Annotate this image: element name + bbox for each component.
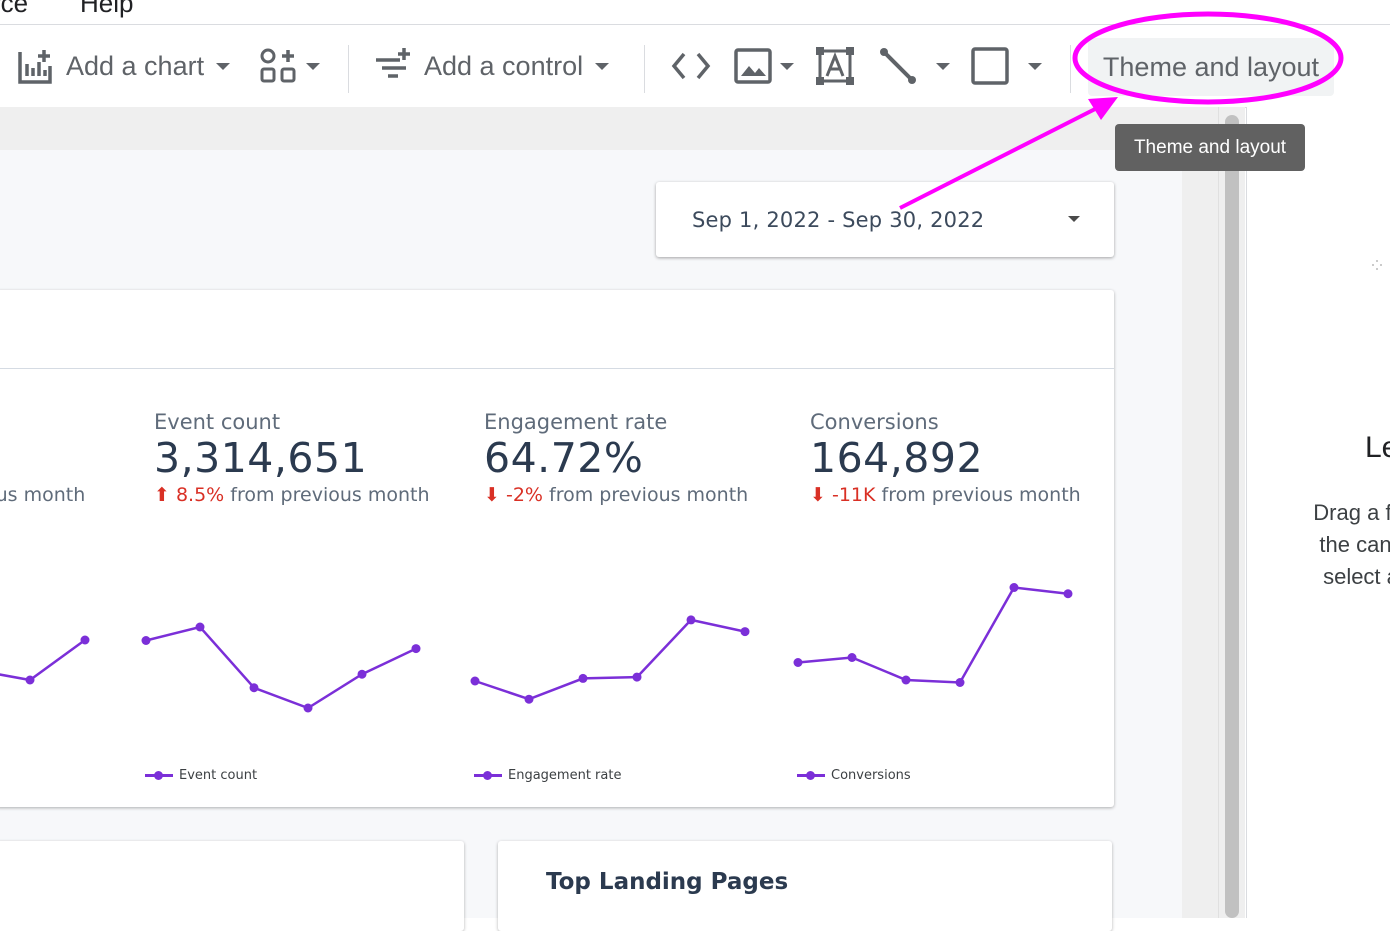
chevron-down-icon xyxy=(216,62,231,70)
date-range-value: Sep 1, 2022 - Sep 30, 2022 xyxy=(692,208,985,232)
metric-change-value: -2% xyxy=(505,484,543,506)
add-control-icon xyxy=(376,48,410,78)
legend-label: Engagement rate xyxy=(508,768,622,783)
metric-value: 3,314,651 xyxy=(154,434,368,482)
metric-change: ⬆ 8.5% from previous month xyxy=(154,484,430,506)
chart-legend: Event count xyxy=(145,768,257,783)
add-component-icon xyxy=(260,48,296,83)
metric-label: Event count xyxy=(154,410,281,434)
add-control-label: Add a control xyxy=(424,50,584,81)
properties-panel: Le Drag a fie the canv select a xyxy=(1246,107,1390,918)
card-title: Top Landing Pages xyxy=(546,869,789,895)
menu-bar: rce Help xyxy=(0,0,1390,24)
scrollbar-thumb[interactable] xyxy=(1225,115,1239,918)
metric-change-value: -11K xyxy=(831,484,876,506)
chevron-down-icon xyxy=(1068,216,1080,222)
add-chart-icon xyxy=(18,50,52,84)
menu-resource[interactable]: rce xyxy=(0,0,29,18)
add-control-button[interactable]: Add a control xyxy=(374,25,610,107)
chart-legend: Conversions xyxy=(797,768,911,783)
scorecard-panel[interactable]: ous month Event count 3,314,651 ⬆ 8.5% f… xyxy=(0,290,1114,807)
legend-swatch xyxy=(797,771,825,780)
toolbar-divider xyxy=(1070,45,1071,93)
metric-change-suffix: ous month xyxy=(0,484,86,506)
embed-code-button[interactable] xyxy=(670,25,712,107)
text-box-button[interactable] xyxy=(815,25,855,107)
arrow-up-icon: ⬆ xyxy=(154,484,170,506)
theme-and-layout-button[interactable]: Theme and layout xyxy=(1088,38,1334,96)
date-range-control[interactable]: Sep 1, 2022 - Sep 30, 2022 xyxy=(656,182,1114,257)
line-icon xyxy=(880,48,916,84)
card-divider xyxy=(0,368,1114,369)
top-landing-pages-card[interactable]: Top Landing Pages xyxy=(498,841,1112,931)
add-component-button[interactable] xyxy=(258,25,320,107)
toolbar: Add a chart Add a control xyxy=(0,24,1390,108)
add-chart-button[interactable]: Add a chart xyxy=(16,25,231,107)
panel-hint-line: the canv xyxy=(1319,532,1390,557)
metric-change: ⬇ -2% from previous month xyxy=(484,484,748,506)
code-icon xyxy=(671,52,711,80)
metric-label: Conversions xyxy=(810,410,939,434)
metric-change-suffix: from previous month xyxy=(230,484,430,506)
chart-legend: Engagement rate xyxy=(474,768,621,783)
chevron-down-icon xyxy=(595,62,610,70)
metric-change-suffix: from previous month xyxy=(881,484,1081,506)
panel-title: Le xyxy=(1365,431,1390,464)
chevron-down-icon xyxy=(1028,62,1042,70)
legend-swatch xyxy=(145,771,173,780)
panel-hint-line: select a xyxy=(1323,564,1390,589)
legend-label: Conversions xyxy=(831,768,911,783)
line-button[interactable] xyxy=(878,25,950,107)
shape-button[interactable] xyxy=(970,25,1042,107)
arrow-down-icon: ⬇ xyxy=(810,484,826,506)
image-icon xyxy=(734,48,772,84)
chevron-down-icon xyxy=(306,62,320,70)
add-chart-label: Add a chart xyxy=(66,50,205,81)
metric-value: 164,892 xyxy=(810,434,984,482)
metric-change-suffix: from previous month xyxy=(549,484,749,506)
bottom-left-card[interactable] xyxy=(0,841,464,931)
toolbar-divider xyxy=(644,45,645,93)
legend-swatch xyxy=(474,771,502,780)
metric-change: ous month xyxy=(0,484,85,506)
arrow-down-icon: ⬇ xyxy=(484,484,500,506)
legend-label: Event count xyxy=(179,768,258,783)
panel-hint-line: Drag a fie xyxy=(1313,500,1390,525)
rectangle-icon xyxy=(971,47,1009,85)
chevron-down-icon xyxy=(936,62,950,70)
text-box-icon xyxy=(816,47,854,85)
metric-value: 64.72% xyxy=(484,434,644,482)
chevron-down-icon xyxy=(780,62,794,70)
metric-label: Engagement rate xyxy=(484,410,668,434)
panel-hint: Drag a fie the canv select a xyxy=(1291,497,1390,593)
tooltip: Theme and layout xyxy=(1115,124,1305,171)
dots-icon xyxy=(1372,260,1382,270)
toolbar-divider xyxy=(348,45,349,93)
metric-change: ⬇ -11K from previous month xyxy=(810,484,1081,506)
menu-help[interactable]: Help xyxy=(80,0,134,18)
metric-change-value: 8.5% xyxy=(175,484,225,506)
image-button[interactable] xyxy=(734,25,794,107)
